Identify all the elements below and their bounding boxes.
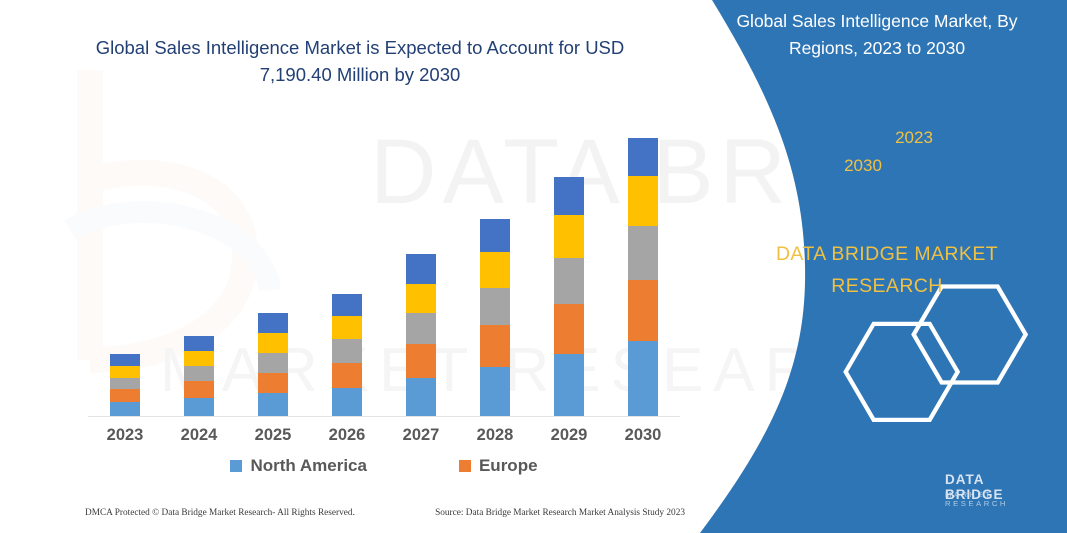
bar-segment-north-america (332, 388, 362, 416)
chart-title: Global Sales Intelligence Market is Expe… (95, 37, 625, 85)
bar-segment-south-america (406, 283, 436, 314)
brand-name: DATA BRIDGE MARKET RESEARCH (727, 238, 1047, 302)
bar-segment-middle-east-and-africa (184, 336, 214, 351)
footer: DMCA Protected © Data Bridge Market Rese… (85, 508, 685, 518)
bar-segment-asia-pacific (110, 377, 140, 390)
legend-swatch-icon (230, 460, 243, 472)
panel-background-shape (700, 0, 1067, 533)
bar-group-2026 (310, 120, 384, 416)
x-tick-2026: 2026 (328, 426, 366, 444)
legend-label: North America (250, 456, 367, 475)
x-axis-line (88, 416, 680, 417)
stacked-bar (554, 177, 584, 416)
bar-segment-south-america (480, 252, 510, 288)
hexagon-label-2023: 2023 (895, 128, 933, 147)
company-logo: DATA BRIDGE MARKET RESEARCH (885, 468, 1045, 516)
bar-segment-asia-pacific (406, 313, 436, 344)
x-axis-labels: 2023 2024 2025 2026 2027 2028 2029 2030 (88, 426, 680, 445)
bar-segment-europe (554, 303, 584, 354)
stacked-bar (480, 218, 510, 416)
bar-segment-middle-east-and-africa (406, 254, 436, 284)
bar-segment-middle-east-and-africa (554, 177, 584, 215)
panel-title: Global Sales Intelligence Market, By Reg… (736, 11, 1018, 58)
x-tick-2027: 2027 (402, 426, 440, 444)
bar-segment-europe (406, 344, 436, 378)
bar-segment-europe (480, 325, 510, 367)
bar-segment-north-america (406, 377, 436, 416)
stacked-bar (628, 137, 658, 416)
bar-segment-north-america (258, 393, 288, 416)
bar-segment-europe (628, 279, 658, 342)
legend-item-north-america[interactable]: North America (230, 456, 367, 476)
stacked-bar-chart (88, 120, 680, 416)
hexagon-outlines-icon (843, 284, 1029, 422)
bar-segment-asia-pacific (480, 287, 510, 326)
footer-copyright: DMCA Protected © Data Bridge Market Rese… (85, 508, 355, 518)
hexagon-label-2030: 2030 (844, 156, 882, 175)
bar-segment-north-america (110, 402, 140, 416)
x-tick-2023: 2023 (106, 426, 144, 444)
x-tick-2029: 2029 (550, 426, 588, 444)
bar-group-2030 (606, 120, 680, 416)
bar-segment-south-america (258, 333, 288, 353)
bar-group-2023 (88, 120, 162, 416)
bar-segment-north-america (480, 366, 510, 416)
stacked-bar (110, 353, 140, 416)
x-tick-2028: 2028 (476, 426, 514, 444)
bar-segment-asia-pacific (628, 225, 658, 280)
bar-segment-middle-east-and-africa (258, 313, 288, 334)
bar-segment-south-america (332, 316, 362, 340)
bar-group-2025 (236, 120, 310, 416)
bar-segment-asia-pacific (258, 352, 288, 373)
bar-segment-europe (110, 389, 140, 403)
brand-line-1: DATA BRIDGE MARKET (775, 243, 999, 265)
stacked-bar (332, 293, 362, 416)
legend-item-europe[interactable]: Europe (458, 456, 538, 476)
bar-group-2024 (162, 120, 236, 416)
legend-swatch-icon (458, 460, 471, 472)
brand-line-2: RESEARCH (831, 275, 943, 297)
logo-text-secondary: MARKET RESEARCH (945, 490, 1008, 508)
stacked-bar (258, 313, 288, 416)
stacked-bar (406, 254, 436, 416)
bar-segment-south-america (628, 176, 658, 226)
stacked-bar (184, 336, 214, 416)
bar-segment-europe (332, 362, 362, 389)
bar-segment-middle-east-and-africa (110, 353, 140, 366)
bar-segment-north-america (628, 341, 658, 416)
right-panel: Global Sales Intelligence Market, By Reg… (667, 0, 1067, 533)
bar-group-2029 (532, 120, 606, 416)
bar-group-2028 (458, 120, 532, 416)
bar-segment-south-america (554, 214, 584, 259)
legend-label: Europe (478, 456, 538, 475)
chart-legend: North America Europe (88, 456, 680, 476)
x-tick-2025: 2025 (254, 426, 292, 444)
footer-source: Source: Data Bridge Market Research Mark… (435, 508, 685, 518)
bar-segment-north-america (554, 353, 584, 416)
bar-segment-europe (258, 372, 288, 394)
bar-segment-middle-east-and-africa (480, 218, 510, 253)
x-tick-2030: 2030 (624, 426, 662, 444)
bar-segment-asia-pacific (184, 365, 214, 382)
x-tick-2024: 2024 (180, 426, 218, 444)
bar-segment-south-america (184, 350, 214, 366)
logo-text-primary: DATA BRIDGE (945, 472, 1004, 502)
bar-segment-europe (184, 381, 214, 399)
bar-segment-middle-east-and-africa (628, 137, 658, 177)
bar-segment-south-america (110, 365, 140, 378)
bar-segment-north-america (184, 398, 214, 416)
bar-segment-asia-pacific (332, 339, 362, 363)
watermark-logo (64, 70, 281, 373)
hexagon-group: 2023 2030 (747, 88, 1047, 422)
bar-segment-asia-pacific (554, 258, 584, 304)
bar-segment-middle-east-and-africa (332, 293, 362, 317)
bar-group-2027 (384, 120, 458, 416)
